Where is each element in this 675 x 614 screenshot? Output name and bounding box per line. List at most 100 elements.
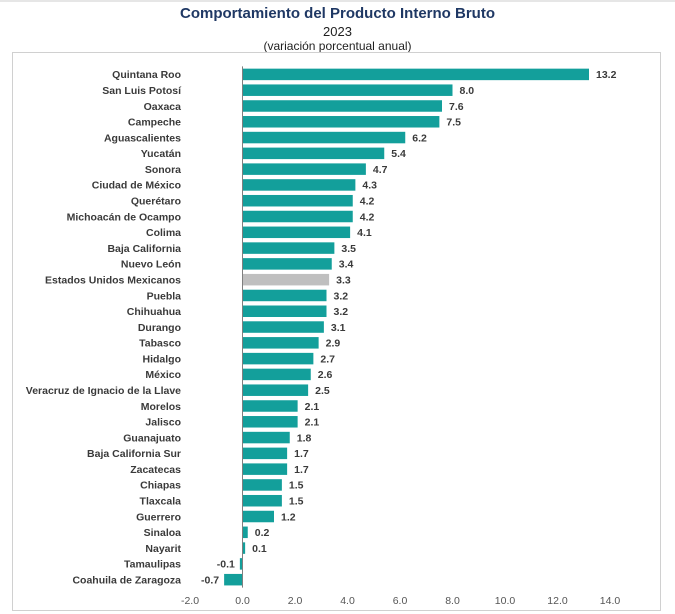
data-label: 3.3: [336, 274, 351, 286]
data-label: 2.6: [318, 369, 333, 381]
data-label: -0.1: [217, 559, 235, 571]
plot-frame: [12, 52, 661, 611]
data-label: 7.6: [449, 101, 464, 113]
x-tick-label: 6.0: [393, 595, 408, 607]
bar: [242, 273, 330, 286]
category-label: Guerrero: [136, 511, 181, 523]
category-label: Chiapas: [140, 480, 181, 492]
x-tick-label: 8.0: [445, 595, 460, 607]
x-tick-label: 12.0: [547, 595, 568, 607]
category-label: Oaxaca: [144, 101, 182, 113]
bar: [242, 68, 589, 81]
data-label: 1.7: [294, 464, 309, 476]
data-label: 7.5: [446, 117, 461, 129]
x-tick-label: -2.0: [181, 595, 199, 607]
x-tick-label: 10.0: [495, 595, 516, 607]
data-label: 4.3: [362, 180, 377, 192]
category-label: San Luis Potosí: [102, 85, 182, 97]
category-label: Nuevo León: [121, 259, 181, 271]
bar: [242, 226, 351, 239]
bar: [242, 368, 311, 381]
x-tick-label: 2.0: [288, 595, 303, 607]
category-label: Baja California Sur: [87, 448, 181, 460]
data-label: 0.1: [252, 543, 267, 555]
bar: [224, 573, 243, 586]
data-label: 8.0: [460, 85, 475, 97]
data-label: 3.2: [334, 306, 349, 318]
bar: [242, 179, 356, 191]
data-label: 0.2: [255, 527, 270, 539]
data-label: 4.2: [360, 211, 375, 223]
data-label: 1.5: [289, 496, 304, 508]
data-label: 3.4: [339, 259, 354, 271]
bar: [242, 84, 453, 96]
category-label: México: [145, 369, 181, 381]
bar: [242, 510, 274, 523]
bar: [242, 258, 332, 270]
category-label: Puebla: [147, 290, 182, 302]
category-label: Tabasco: [139, 338, 181, 350]
category-label: Tlaxcala: [140, 496, 182, 508]
bar: [242, 479, 282, 491]
bar: [242, 542, 246, 554]
category-label: Estados Unidos Mexicanos: [45, 274, 181, 286]
data-label: 3.5: [341, 243, 356, 255]
bar: [242, 447, 288, 460]
top-divider: [0, 0, 675, 2]
bar: [242, 100, 442, 112]
category-label: Yucatán: [141, 148, 181, 160]
data-label: 4.1: [357, 227, 372, 239]
data-label: 3.2: [334, 290, 349, 302]
data-label: 1.8: [297, 432, 312, 444]
category-label: Sinaloa: [144, 527, 182, 539]
category-label: Durango: [138, 322, 181, 334]
bar: [242, 116, 440, 128]
bar: [242, 305, 327, 317]
x-tick-label: 4.0: [340, 595, 355, 607]
category-label: Campeche: [128, 117, 181, 129]
data-label: 2.7: [320, 353, 335, 365]
bar: [242, 163, 366, 175]
category-label: Colima: [146, 227, 181, 239]
category-label: Sonora: [145, 164, 181, 176]
category-label: Aguascalientes: [104, 132, 181, 144]
bar: [242, 526, 248, 539]
data-label: -0.7: [201, 574, 219, 586]
data-label: 1.7: [294, 448, 309, 460]
category-label: Nayarit: [145, 543, 181, 555]
bar: [242, 289, 327, 302]
data-label: 4.7: [373, 164, 388, 176]
category-label: Ciudad de México: [92, 180, 181, 192]
bar: [242, 242, 335, 254]
chart-subtitle-units: (variación porcentual anual): [263, 39, 412, 53]
data-label: 3.1: [331, 322, 346, 334]
category-label: Zacatecas: [130, 464, 181, 476]
data-label: 1.5: [289, 480, 304, 492]
category-label: Jalisco: [145, 417, 181, 429]
chart-subtitle: 2023: [323, 24, 352, 39]
category-label: Morelos: [141, 401, 181, 413]
bar: [239, 558, 243, 570]
bar: [242, 352, 314, 365]
bar: [242, 400, 298, 412]
x-tick-label: 0.0: [235, 595, 250, 607]
bar: [242, 463, 288, 475]
bar: [242, 147, 385, 160]
category-label: Guanajuato: [123, 432, 181, 444]
category-label: Coahuila de Zaragoza: [72, 574, 181, 586]
category-label: Tamaulipas: [124, 559, 181, 571]
bar: [242, 416, 298, 428]
bar: [242, 431, 290, 444]
data-label: 2.9: [326, 338, 341, 350]
bar: [242, 321, 324, 333]
x-tick-label: 14.0: [600, 595, 621, 607]
data-label: 4.2: [360, 196, 375, 208]
data-label: 2.1: [305, 417, 320, 429]
data-label: 13.2: [596, 69, 617, 81]
chart-title: Comportamiento del Producto Interno Brut…: [180, 5, 495, 22]
data-label: 1.2: [281, 511, 296, 523]
category-label: Chihuahua: [127, 306, 181, 318]
bar: [242, 194, 353, 207]
data-label: 2.5: [315, 385, 330, 397]
bar: [242, 384, 309, 396]
